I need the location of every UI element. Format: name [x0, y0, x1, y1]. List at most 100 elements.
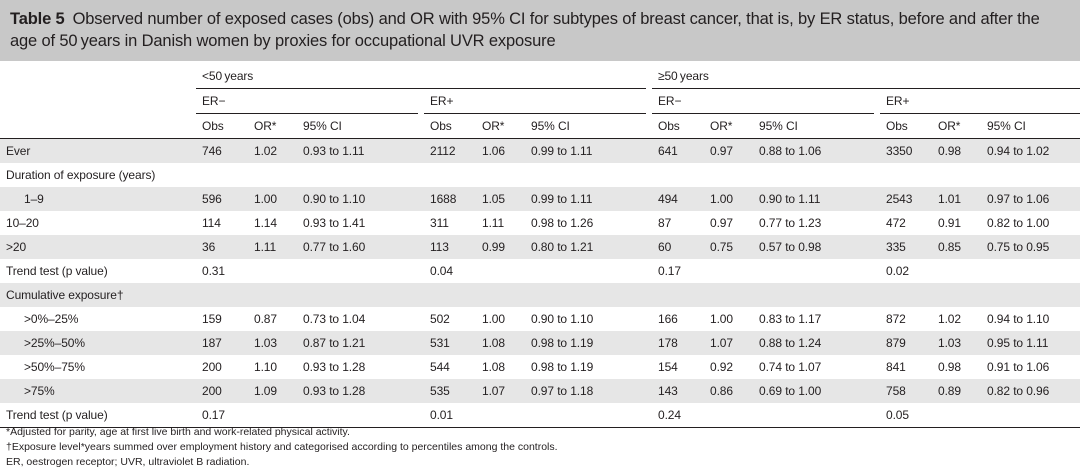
or-cell: 1.07 — [476, 379, 525, 403]
or-cell — [248, 259, 297, 283]
column-header-ci: 95% CI — [297, 113, 418, 139]
table-label: Table 5 — [10, 10, 65, 28]
ci-cell: 0.83 to 1.17 — [759, 312, 822, 326]
table-row: >75% 200 1.09 0.93 to 1.28 535 1.07 0.97 to 1.… — [0, 379, 1080, 403]
column-header-obs: Obs — [880, 113, 932, 139]
or-cell: 1.06 — [476, 138, 525, 163]
obs-cell: 502 — [430, 312, 450, 326]
or-cell — [704, 403, 753, 428]
ci-cell: 0.99 to 1.11 — [525, 138, 646, 163]
row-label: Cumulative exposure† — [0, 283, 196, 307]
ci-cell: 0.88 to 1.24 — [753, 331, 874, 355]
ci-cell: 0.73 to 1.04 — [303, 312, 366, 326]
ci-cell: 0.94 to 1.02 — [981, 138, 1080, 163]
column-gap — [646, 331, 652, 355]
obs-cell — [880, 163, 932, 187]
or-cell: 1.03 — [248, 331, 297, 355]
row-label: Trend test (p value) — [6, 264, 108, 278]
obs-cell: 159 — [202, 312, 222, 326]
or-cell: 0.98 — [932, 138, 981, 163]
column-gap — [418, 379, 424, 403]
column-header-ci: 95% CI — [525, 113, 646, 139]
ci-cell — [525, 403, 646, 428]
column-gap — [646, 379, 652, 403]
or-cell: 1.03 — [932, 331, 981, 355]
column-gap — [418, 235, 424, 259]
ci-cell — [297, 403, 418, 428]
ci-cell: 0.98 to 1.19 — [531, 360, 594, 374]
ci-cell: 0.69 to 1.00 — [753, 379, 874, 403]
obs-cell: 596 — [196, 187, 248, 211]
ci-cell — [297, 163, 418, 187]
obs-cell: 2112 — [424, 138, 476, 163]
column-gap — [418, 403, 424, 428]
or-cell — [932, 163, 981, 187]
ci-cell: 0.94 to 1.10 — [987, 312, 1050, 326]
column-header-ci: 95% CI — [753, 113, 874, 139]
obs-cell — [196, 283, 248, 307]
ci-cell — [297, 283, 418, 307]
table-row: Duration of exposure (years) — [0, 163, 1080, 187]
ci-cell: 0.97 to 1.06 — [981, 187, 1080, 211]
or-cell: 1.10 — [254, 360, 277, 374]
header-row-columns: Obs OR* 95% CI Obs OR* 95% CI Obs OR* 95… — [0, 113, 1080, 139]
ci-cell — [525, 283, 646, 307]
row-label: >25%–50% — [0, 331, 196, 355]
obs-cell — [424, 283, 476, 307]
or-cell: 0.97 — [710, 216, 733, 230]
obs-cell: 3350 — [880, 138, 932, 163]
or-cell: 1.14 — [254, 216, 277, 230]
obs-cell: 200 — [196, 379, 248, 403]
obs-cell: 494 — [652, 187, 704, 211]
obs-cell: 531 — [424, 331, 476, 355]
obs-cell: 178 — [652, 331, 704, 355]
ci-cell: 0.99 to 1.11 — [525, 187, 646, 211]
ci-cell: 0.91 to 1.06 — [987, 360, 1050, 374]
footnote: *Adjusted for parity, age at first live … — [6, 426, 350, 438]
obs-cell — [880, 283, 932, 307]
row-label: >20 — [0, 235, 196, 259]
column-gap — [874, 283, 880, 307]
column-gap — [646, 403, 652, 428]
or-cell — [248, 163, 297, 187]
or-cell — [932, 283, 981, 307]
footnote: †Exposure level*years summed over employ… — [6, 441, 558, 453]
or-cell: 1.05 — [476, 187, 525, 211]
table-row: >50%–75% 200 1.10 0.93 to 1.28 544 1.08 0.98 t… — [0, 355, 1080, 379]
obs-cell: 0.24 — [652, 403, 704, 428]
ci-cell — [753, 403, 874, 428]
row-label: Trend test (p value) — [0, 403, 196, 428]
ci-cell: 0.80 to 1.21 — [525, 235, 646, 259]
table-row: Ever 746 1.02 0.93 to 1.11 2112 1.06 0.99 to 1… — [0, 138, 1080, 163]
row-label: 1–9 — [0, 187, 196, 211]
obs-cell: 200 — [202, 360, 222, 374]
table-row: Trend test (p value) 0.17 0.01 0.24 0.05 — [0, 403, 1080, 428]
column-header-obs: Obs — [196, 113, 248, 139]
row-label: 10–20 — [6, 216, 39, 230]
obs-cell: 535 — [424, 379, 476, 403]
er-group-header: ER− — [652, 88, 874, 114]
table-row: 1–9 596 1.00 0.90 to 1.10 1688 1.05 0.99 to 1.… — [0, 187, 1080, 211]
obs-cell — [196, 163, 248, 187]
obs-cell: 311 — [430, 216, 449, 230]
or-cell: 0.87 — [254, 312, 277, 326]
column-header-or: OR* — [932, 113, 981, 139]
or-cell — [476, 283, 525, 307]
or-cell: 0.85 — [932, 235, 981, 259]
ci-cell: 0.93 to 1.41 — [303, 216, 366, 230]
or-cell: 0.91 — [938, 216, 961, 230]
er-group-header: ER+ — [424, 88, 646, 114]
or-cell — [932, 403, 981, 428]
column-header-ci: 95% CI — [981, 113, 1080, 139]
ci-cell: 0.97 to 1.18 — [525, 379, 646, 403]
table-caption: Table 5 Observed number of exposed cases … — [0, 0, 1080, 61]
row-label: Ever — [0, 138, 196, 163]
obs-cell: 154 — [658, 360, 678, 374]
column-header-or: OR* — [476, 113, 525, 139]
obs-cell: 0.01 — [424, 403, 476, 428]
table-row: >20 36 1.11 0.77 to 1.60 113 0.99 0.80 to 1.21… — [0, 235, 1080, 259]
ci-cell — [525, 259, 646, 283]
ci-cell — [981, 403, 1080, 428]
ci-cell: 0.77 to 1.60 — [297, 235, 418, 259]
